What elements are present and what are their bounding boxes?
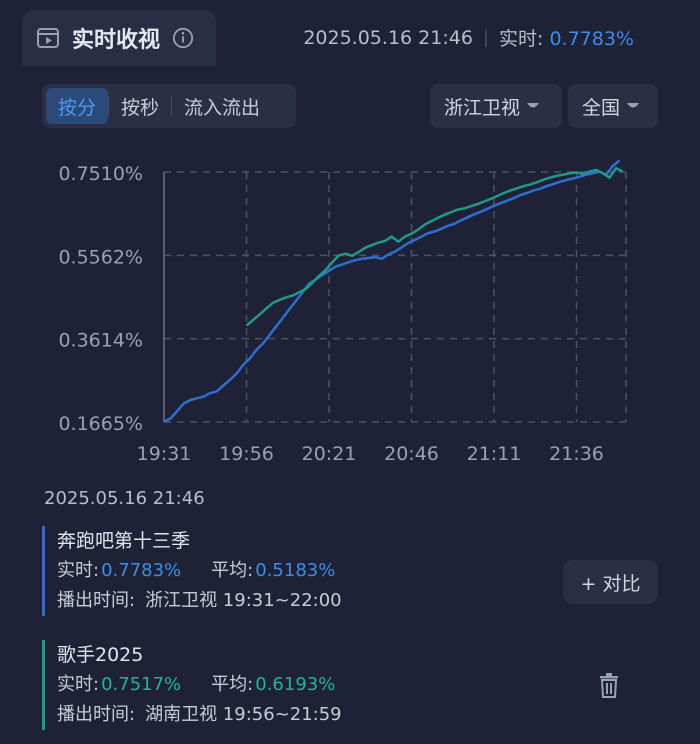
- average-label: 平均:: [211, 674, 254, 695]
- channel-value: 浙江卫视: [444, 96, 521, 119]
- tab-flow[interactable]: 流入流出: [184, 96, 261, 119]
- x-tick-label: 20:46: [384, 443, 439, 465]
- header-datetime: 2025.05.16 21:46: [303, 26, 473, 49]
- y-tick-label: 0.3614%: [58, 330, 143, 352]
- average-value: 0.6193%: [255, 674, 336, 695]
- realtime-value: 0.7783%: [549, 28, 634, 50]
- airing-label: 播出时间:: [57, 704, 136, 725]
- channel-dropdown[interactable]: 浙江卫视: [430, 84, 562, 128]
- x-tick-label: 19:31: [137, 443, 192, 465]
- program-name: 奔跑吧第十三季: [57, 530, 191, 552]
- granularity-tabs: 按分 按秒 流入流出: [42, 84, 296, 128]
- x-tick-label: 21:11: [467, 443, 522, 465]
- program-card: 奔跑吧第十三季 实时: 0.7783% 平均: 0.5183% 播出时间: 浙江…: [42, 526, 477, 616]
- header-status: 2025.05.16 21:46 | 实时: 0.7783%: [303, 24, 634, 51]
- tab-by-second[interactable]: 按秒: [121, 96, 160, 119]
- airing-value: 湖南卫视 19:56~21:59: [145, 704, 342, 725]
- divider: [108, 96, 110, 116]
- y-tick-label: 0.5562%: [58, 246, 143, 268]
- ratings-chart: 0.7510% 0.5562% 0.3614% 0.1665% 19:31 19:56 20…: [58, 159, 627, 465]
- info-icon[interactable]: [172, 27, 194, 49]
- realtime-value: 0.7783%: [101, 560, 182, 581]
- program-card: 歌手2025 实时: 0.7517% 平均: 0.6193% 播出时间: 湖南卫…: [42, 640, 477, 730]
- snapshot-time: 2025.05.16 21:46: [44, 488, 205, 509]
- trash-icon[interactable]: [597, 672, 621, 698]
- realtime-label: 实时:: [499, 28, 544, 50]
- average-label: 平均:: [211, 560, 254, 581]
- x-tick-label: 21:36: [549, 443, 604, 465]
- tab-by-minute[interactable]: 按分: [46, 88, 109, 124]
- airing-value: 浙江卫视 19:31~22:00: [145, 590, 342, 611]
- title-tab: 实时收视: [22, 10, 216, 66]
- program-airing: 播出时间: 湖南卫视 19:56~21:59: [57, 700, 477, 730]
- page-title: 实时收视: [72, 28, 161, 53]
- divider: [171, 96, 173, 116]
- caret-down-icon: [627, 103, 640, 108]
- region-value: 全国: [582, 96, 621, 119]
- program-airing: 播出时间: 浙江卫视 19:31~22:00: [57, 586, 477, 616]
- program-stats: 实时: 0.7783% 平均: 0.5183%: [57, 556, 477, 586]
- program-name: 歌手2025: [57, 644, 144, 666]
- program-stats: 实时: 0.7517% 平均: 0.6193%: [57, 670, 477, 700]
- tv-icon: [37, 28, 59, 48]
- y-tick-label: 0.7510%: [58, 163, 143, 185]
- series-line: [163, 159, 621, 423]
- series-line: [245, 166, 624, 327]
- x-tick-label: 20:21: [302, 443, 357, 465]
- realtime-label: 实时:: [57, 560, 100, 581]
- x-tick-label: 19:56: [219, 443, 274, 465]
- divider: |: [482, 27, 489, 48]
- realtime-value: 0.7517%: [101, 674, 182, 695]
- compare-button[interactable]: + 对比: [563, 560, 658, 604]
- region-dropdown[interactable]: 全国: [568, 84, 658, 128]
- caret-down-icon: [527, 103, 540, 108]
- y-tick-label: 0.1665%: [58, 413, 143, 435]
- airing-label: 播出时间:: [57, 590, 136, 611]
- average-value: 0.5183%: [255, 560, 336, 581]
- realtime-label: 实时:: [57, 674, 100, 695]
